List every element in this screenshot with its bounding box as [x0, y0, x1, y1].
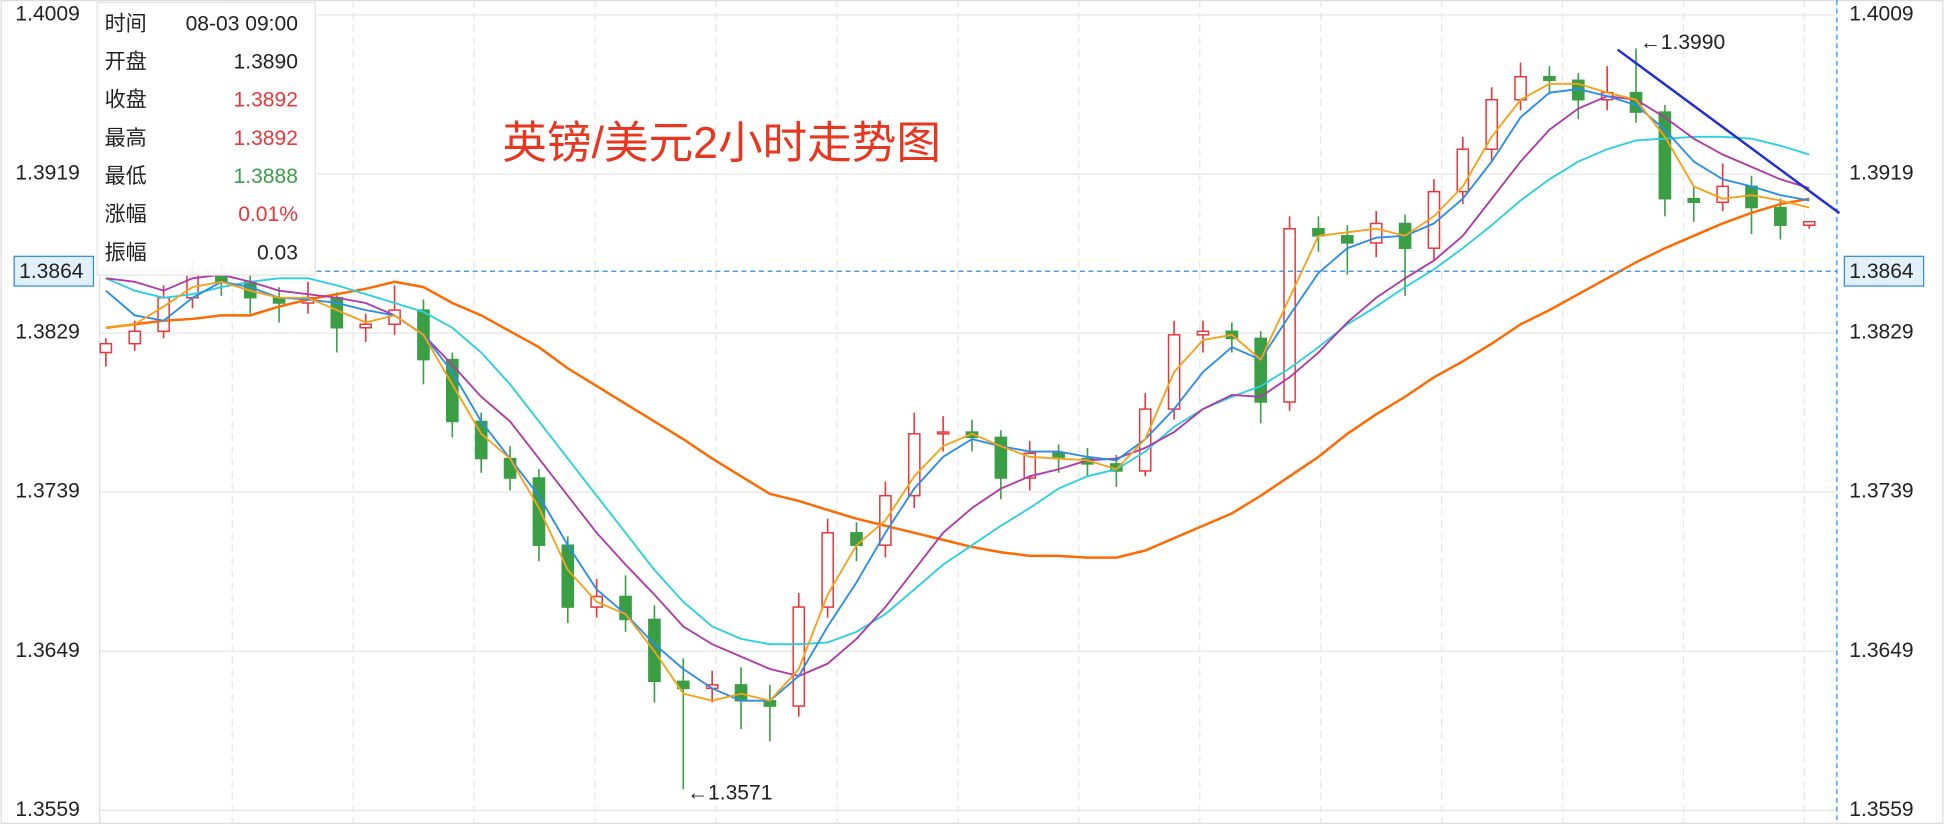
tooltip-label: 开盘	[105, 50, 147, 74]
y2-tick-label: 1.4009	[1849, 2, 1913, 25]
candle-body	[1514, 75, 1527, 101]
tooltip-value: 1.3890	[234, 51, 298, 74]
y-tick-label: 1.3919	[15, 162, 79, 185]
annotation: ←1.3990	[1640, 31, 1725, 54]
y-tick-label: 1.3649	[15, 639, 79, 662]
candle-body	[99, 342, 113, 354]
candle-body	[936, 431, 950, 435]
y2-tick-label: 1.3829	[1849, 321, 1913, 344]
y2-tick-label: 1.3919	[1849, 162, 1913, 185]
y-tick-label: 1.3559	[15, 798, 79, 821]
current-price-box	[13, 255, 95, 287]
current-price-label: 1.3864	[1849, 260, 1914, 283]
tooltip-label: 时间	[105, 11, 147, 35]
y2-tick-label: 1.3649	[1849, 639, 1913, 662]
candle-body	[1802, 220, 1816, 226]
trend-line	[1616, 48, 1841, 215]
current-price: 1.3864 1.3864	[13, 255, 1925, 287]
current-price-label: 1.3864	[19, 260, 84, 283]
y-tick-label: 1.4009	[15, 2, 79, 25]
annotations: ←1.3990 ←1.3571	[687, 31, 1725, 805]
current-price-box	[1843, 255, 1925, 287]
candle-body	[1369, 222, 1383, 244]
candle-body	[446, 358, 459, 423]
tooltip-value: 1.3888	[234, 165, 298, 188]
grid: 1.3559 1.3559 1.3649 1.3649 1.3739 1.3739 1.38…	[15, 2, 1913, 821]
y-tick-label: 1.3829	[15, 321, 79, 344]
annotation: ←1.3571	[687, 782, 772, 805]
candle-body	[1687, 197, 1701, 203]
ma-line	[105, 135, 1810, 646]
candle-body	[532, 477, 546, 546]
tooltip-box	[96, 1, 316, 276]
moving-averages	[105, 82, 1810, 702]
ma-line	[105, 82, 1810, 702]
y-tick-label: 1.3739	[15, 480, 79, 503]
candle-body	[994, 436, 1008, 479]
candle-body	[1716, 185, 1729, 203]
tooltip-value: 08-03 09:00	[186, 12, 298, 35]
candle-body	[359, 323, 373, 329]
y2-tick-label: 1.3739	[1849, 480, 1913, 503]
candle-body	[1254, 337, 1268, 403]
tooltip-value: 0.03	[257, 241, 298, 264]
tooltip-label: 振幅	[105, 240, 147, 264]
tooltip-label: 涨幅	[105, 202, 147, 226]
tooltip-label: 最低	[105, 164, 147, 188]
candle-body	[1658, 111, 1672, 200]
candle-body	[619, 595, 632, 621]
candle-body	[1745, 185, 1758, 209]
candle-body	[907, 433, 921, 497]
candle-body	[561, 544, 575, 608]
ma-line	[105, 197, 1810, 559]
candle-body	[503, 457, 517, 479]
tooltip-value: 0.01%	[238, 203, 298, 226]
candle-body	[821, 532, 834, 608]
tooltip-label: 最高	[105, 126, 147, 150]
ma-line	[105, 88, 1810, 702]
tooltip: 时间 08-03 09:00 开盘 1.3890 收盘 1.3892 最高 1.3892 最低 1…	[96, 1, 316, 276]
tooltip-value: 1.3892	[234, 127, 298, 150]
y2-tick-label: 1.3559	[1849, 798, 1913, 821]
candle-body	[1456, 148, 1470, 193]
tooltip-value: 1.3892	[234, 89, 298, 112]
candle-body	[1023, 452, 1037, 479]
ma-line	[105, 95, 1810, 678]
tooltip-label: 收盘	[105, 88, 147, 112]
chart-title: 英镑/美元2小时走势图	[502, 119, 941, 168]
candle-body	[1341, 235, 1354, 244]
candle-body	[850, 532, 863, 546]
candle-body	[1485, 98, 1498, 150]
candle-body	[1196, 330, 1210, 336]
candle-body	[157, 296, 170, 333]
candle-body	[1543, 75, 1556, 82]
candle-body	[1774, 206, 1787, 226]
candle-body	[128, 330, 142, 345]
